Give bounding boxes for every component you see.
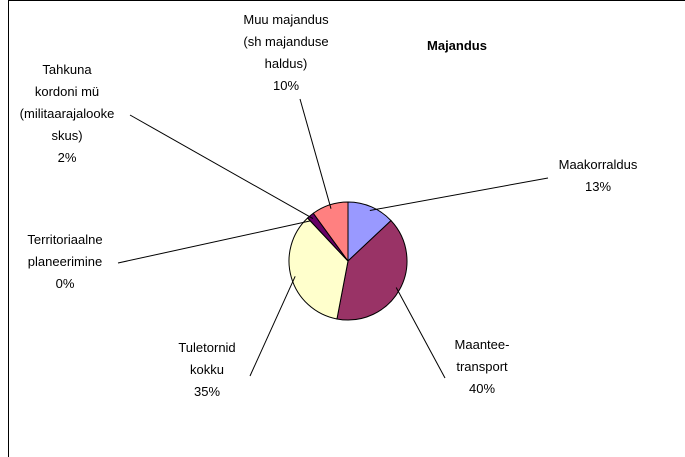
pie-slice xyxy=(288,217,349,320)
pie-slice xyxy=(336,219,408,321)
slice-label: Muu majandus (sh majanduse haldus) xyxy=(243,12,329,71)
value-label: 0% xyxy=(55,276,75,291)
slice-label: Tahkuna kordoni mü (militaarajalooke sku… xyxy=(19,62,115,143)
slice-label: Maantee- transport xyxy=(454,337,510,374)
leader-line xyxy=(129,114,314,220)
leader-line xyxy=(299,98,332,209)
leader-line xyxy=(117,220,311,264)
slice-label: Territoriaalne planeerimine xyxy=(27,232,103,269)
slice-label: Maakorraldus xyxy=(558,157,638,172)
chart-title: Majandus xyxy=(427,38,487,53)
value-label: 2% xyxy=(57,150,77,165)
value-label: 40% xyxy=(468,381,496,396)
value-label: 10% xyxy=(272,78,300,93)
leader-line xyxy=(249,276,296,377)
leader-line xyxy=(369,177,549,212)
leader-line xyxy=(395,287,446,379)
value-label: 13% xyxy=(584,179,612,194)
slice-label: Tuletornid kokku xyxy=(178,340,236,377)
value-label: 35% xyxy=(193,384,221,399)
